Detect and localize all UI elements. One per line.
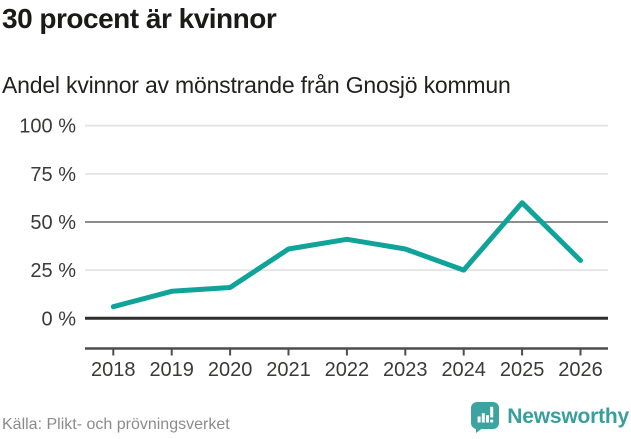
- x-tick-label: 2018: [91, 359, 136, 381]
- newsworthy-brand-text: Newsworthy: [507, 405, 629, 428]
- y-tick-label: 25 %: [30, 260, 76, 282]
- y-tick-label: 75 %: [30, 164, 76, 186]
- y-tick-label: 100 %: [19, 116, 76, 138]
- x-tick-label: 2019: [149, 359, 194, 381]
- x-tick-label: 2020: [208, 359, 253, 381]
- x-tick-label: 2026: [558, 359, 603, 381]
- data-line: [110, 200, 583, 310]
- x-tick-label: 2021: [266, 359, 311, 381]
- x-tick-label: 2023: [383, 359, 428, 381]
- source-note: Källa: Plikt- och prövningsverket: [2, 416, 230, 433]
- chart-title: 30 procent är kvinnor: [2, 3, 277, 34]
- y-tick-label: 0 %: [42, 308, 77, 330]
- y-tick-label: 50 %: [30, 212, 76, 234]
- x-tick-label: 2024: [441, 359, 486, 381]
- newsworthy-logo: Newsworthy: [470, 401, 629, 433]
- x-tick-label: 2022: [325, 359, 370, 381]
- x-tick-label: 2025: [500, 359, 545, 381]
- chart-subtitle: Andel kvinnor av mönstrande från Gnosjö …: [2, 72, 511, 98]
- newsworthy-badge-icon: [471, 402, 500, 433]
